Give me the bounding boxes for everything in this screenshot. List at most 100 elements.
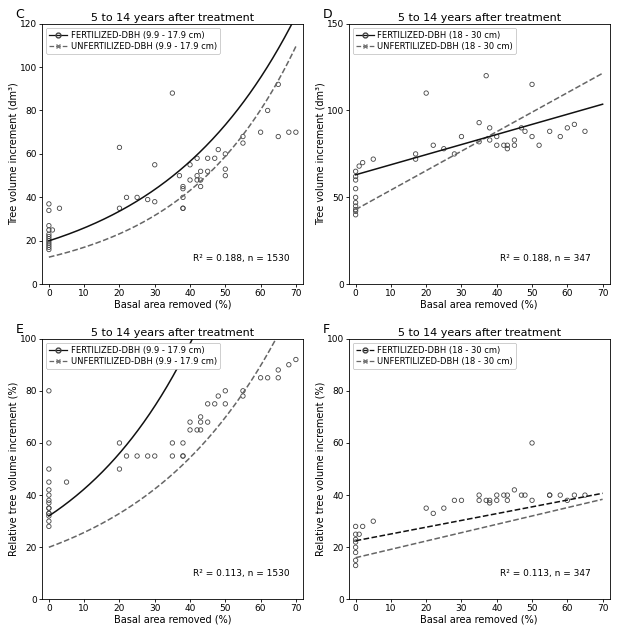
Point (428, 508, 438, 518)
Point (350, 206, 360, 216)
Point (44, 199, 54, 209)
Point (167, 482, 177, 492)
Point (350, 210, 360, 220)
Point (157, 490, 167, 500)
Point (210, 170, 219, 180)
Point (350, 548, 360, 558)
Point (167, 438, 177, 448)
Point (350, 213, 360, 223)
Point (502, 149, 512, 159)
Point (44, 247, 54, 257)
Point (178, 477, 188, 487)
Point (132, 225, 142, 235)
Point (485, 508, 494, 518)
Point (44, 516, 54, 526)
Point (273, 132, 283, 142)
Point (350, 560, 360, 570)
Point (350, 210, 360, 220)
Point (256, 412, 266, 422)
Point (502, 503, 512, 513)
Point (48, 225, 57, 235)
Point (368, 529, 378, 539)
Point (520, 490, 530, 500)
Point (44, 205, 54, 215)
Point (196, 182, 206, 192)
Point (598, 391, 607, 401)
Point (44, 511, 54, 521)
Point (350, 201, 360, 211)
Point (185, 425, 195, 435)
Point (350, 192, 360, 203)
Point (492, 503, 502, 513)
Point (54, 214, 64, 224)
Point (44, 503, 54, 513)
Point (263, 406, 273, 417)
Point (517, 490, 527, 500)
Point (368, 516, 378, 526)
Point (44, 220, 54, 230)
Point (474, 154, 484, 164)
Point (114, 438, 124, 448)
Point (213, 144, 223, 154)
Point (562, 495, 572, 505)
Point (174, 170, 184, 180)
Point (192, 425, 202, 435)
Point (221, 170, 231, 180)
Point (196, 166, 206, 177)
Point (284, 127, 294, 137)
Point (291, 354, 301, 365)
Point (114, 232, 124, 242)
Point (556, 485, 565, 495)
Point (350, 184, 360, 194)
Point (284, 360, 294, 370)
Point (485, 123, 494, 133)
Point (350, 563, 360, 573)
Point (238, 385, 248, 396)
Point (192, 175, 202, 185)
Point (457, 522, 467, 532)
Text: C: C (15, 8, 25, 21)
Point (350, 175, 360, 185)
Point (196, 182, 206, 192)
Point (178, 203, 188, 213)
Point (221, 385, 231, 396)
Point (502, 495, 512, 505)
Point (196, 417, 206, 427)
Point (238, 144, 248, 154)
Point (534, 140, 544, 150)
Point (185, 417, 195, 427)
Point (580, 490, 590, 500)
Point (492, 490, 502, 500)
Point (439, 166, 449, 177)
Point (44, 247, 54, 257)
Point (569, 485, 579, 495)
Point (509, 140, 519, 150)
Point (580, 62, 590, 72)
Point (122, 210, 132, 220)
Point (421, 88, 431, 98)
Point (44, 511, 54, 521)
Point (44, 240, 54, 250)
Point (350, 542, 360, 553)
Point (492, 132, 502, 142)
Point (178, 182, 188, 192)
Point (358, 158, 368, 168)
Point (544, 114, 554, 124)
Point (350, 522, 360, 532)
Point (196, 451, 206, 461)
Point (350, 529, 360, 539)
Point (350, 542, 360, 553)
Point (210, 399, 219, 409)
Point (569, 119, 579, 129)
Point (350, 548, 360, 558)
Point (44, 537, 54, 547)
Point (492, 140, 502, 150)
X-axis label: Basal area removed (%): Basal area removed (%) (114, 615, 231, 625)
Legend: FERTILIZED-DBH (9.9 - 17.9 cm), UNFERTILIZED-DBH (9.9 - 17.9 cm): FERTILIZED-DBH (9.9 - 17.9 cm), UNFERTIL… (46, 343, 219, 369)
Point (185, 469, 195, 479)
Point (203, 399, 213, 409)
Point (44, 477, 54, 487)
Point (358, 522, 368, 532)
Point (263, 373, 273, 383)
Point (439, 144, 449, 154)
